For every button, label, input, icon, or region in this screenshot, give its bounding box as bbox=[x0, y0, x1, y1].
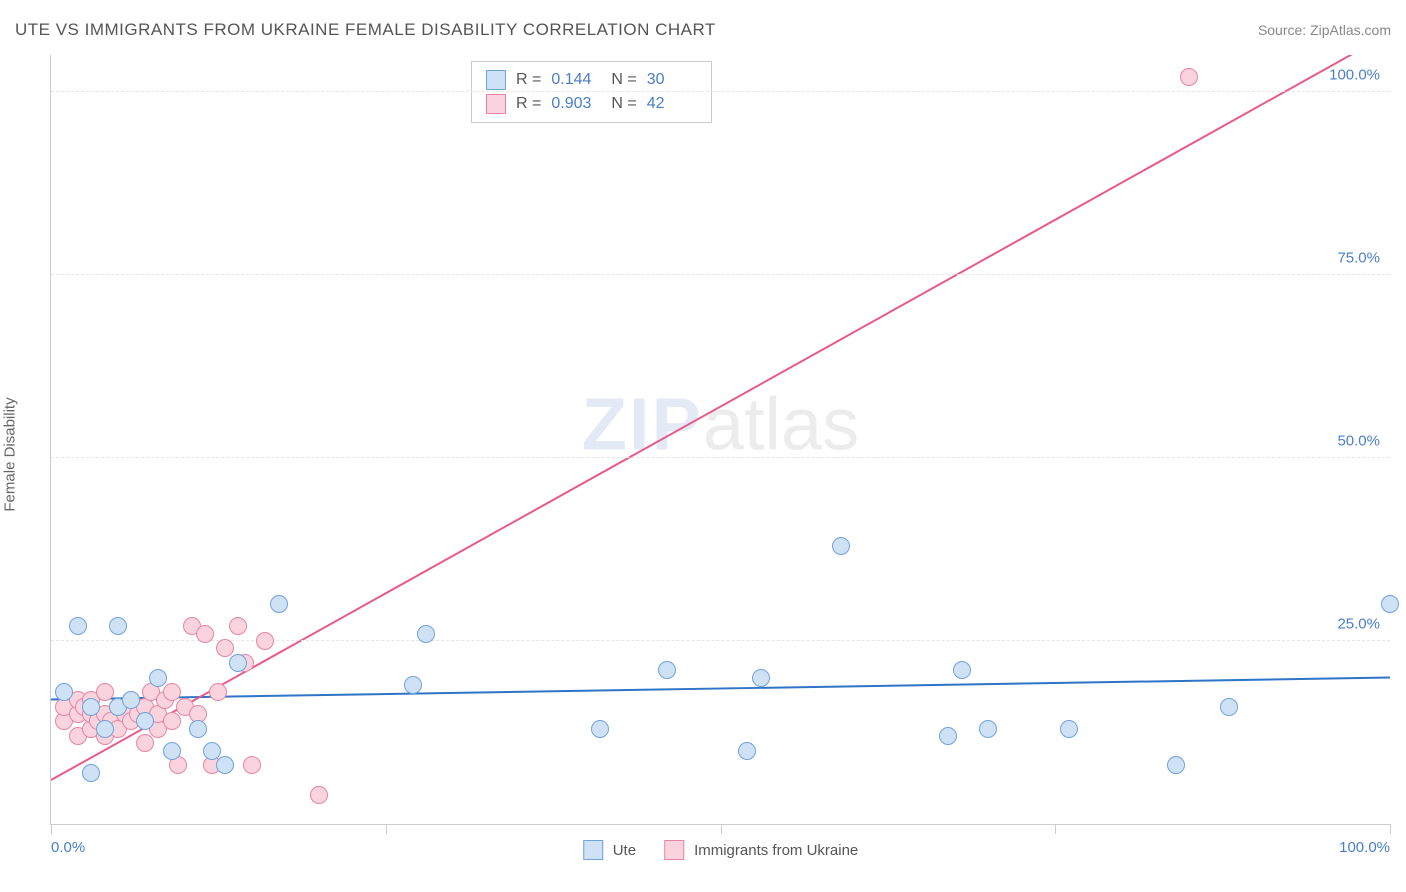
legend-item-ukraine: Immigrants from Ukraine bbox=[664, 840, 858, 860]
data-point bbox=[310, 786, 328, 804]
legend-label-ute: Ute bbox=[613, 842, 636, 859]
x-tick bbox=[51, 824, 52, 834]
n-label: N = bbox=[611, 71, 636, 89]
y-tick-label: 75.0% bbox=[1337, 249, 1380, 266]
y-tick-label: 100.0% bbox=[1329, 66, 1380, 83]
legend-item-ute: Ute bbox=[583, 840, 636, 860]
data-point bbox=[136, 734, 154, 752]
series-legend: Ute Immigrants from Ukraine bbox=[583, 840, 859, 860]
data-point bbox=[55, 683, 73, 701]
data-point bbox=[203, 742, 221, 760]
swatch-ukraine bbox=[486, 94, 506, 114]
data-point bbox=[96, 720, 114, 738]
data-point bbox=[196, 625, 214, 643]
data-point bbox=[149, 669, 167, 687]
regression-line bbox=[51, 55, 1390, 780]
x-tick bbox=[721, 824, 722, 834]
data-point bbox=[189, 720, 207, 738]
y-tick-label: 25.0% bbox=[1337, 615, 1380, 632]
data-point bbox=[658, 661, 676, 679]
r-value-ute: 0.144 bbox=[551, 71, 601, 89]
data-point bbox=[229, 654, 247, 672]
data-point bbox=[1060, 720, 1078, 738]
watermark-atlas: atlas bbox=[703, 383, 859, 466]
x-tick bbox=[386, 824, 387, 834]
data-point bbox=[209, 683, 227, 701]
regression-lines bbox=[51, 55, 1390, 824]
data-point bbox=[229, 617, 247, 635]
data-point bbox=[752, 669, 770, 687]
data-point bbox=[163, 742, 181, 760]
stats-legend: R = 0.144 N = 30 R = 0.903 N = 42 bbox=[471, 61, 712, 123]
swatch-ute bbox=[583, 840, 603, 860]
gridline bbox=[51, 274, 1390, 275]
data-point bbox=[163, 683, 181, 701]
gridline bbox=[51, 91, 1390, 92]
data-point bbox=[832, 537, 850, 555]
y-tick-label: 50.0% bbox=[1337, 432, 1380, 449]
chart-title: UTE VS IMMIGRANTS FROM UKRAINE FEMALE DI… bbox=[15, 20, 716, 40]
data-point bbox=[82, 764, 100, 782]
n-value-ukraine: 42 bbox=[647, 95, 697, 113]
data-point bbox=[1167, 756, 1185, 774]
r-label: R = bbox=[516, 95, 541, 113]
scatter-chart: ZIPatlas R = 0.144 N = 30 R = 0.903 N = … bbox=[50, 55, 1390, 825]
watermark: ZIPatlas bbox=[582, 382, 859, 467]
data-point bbox=[591, 720, 609, 738]
swatch-ute bbox=[486, 70, 506, 90]
gridline bbox=[51, 640, 1390, 641]
data-point bbox=[953, 661, 971, 679]
data-point bbox=[122, 691, 140, 709]
source-label: Source: ZipAtlas.com bbox=[1258, 22, 1391, 38]
data-point bbox=[270, 595, 288, 613]
x-tick-label: 100.0% bbox=[1339, 839, 1390, 856]
data-point bbox=[417, 625, 435, 643]
data-point bbox=[404, 676, 422, 694]
y-axis-label: Female Disability bbox=[2, 397, 19, 511]
stats-row-ukraine: R = 0.903 N = 42 bbox=[486, 92, 697, 116]
x-tick bbox=[1390, 824, 1391, 834]
n-value-ute: 30 bbox=[647, 71, 697, 89]
data-point bbox=[216, 756, 234, 774]
watermark-zip: ZIP bbox=[582, 383, 703, 466]
data-point bbox=[1220, 698, 1238, 716]
x-tick bbox=[1055, 824, 1056, 834]
data-point bbox=[243, 756, 261, 774]
r-value-ukraine: 0.903 bbox=[551, 95, 601, 113]
data-point bbox=[136, 712, 154, 730]
gridline bbox=[51, 457, 1390, 458]
r-label: R = bbox=[516, 71, 541, 89]
n-label: N = bbox=[611, 95, 636, 113]
legend-label-ukraine: Immigrants from Ukraine bbox=[694, 842, 858, 859]
swatch-ukraine bbox=[664, 840, 684, 860]
data-point bbox=[216, 639, 234, 657]
regression-line bbox=[51, 678, 1390, 700]
data-point bbox=[1180, 68, 1198, 86]
data-point bbox=[69, 617, 87, 635]
data-point bbox=[82, 698, 100, 716]
data-point bbox=[1381, 595, 1399, 613]
data-point bbox=[109, 617, 127, 635]
x-tick-label: 0.0% bbox=[51, 839, 85, 856]
data-point bbox=[738, 742, 756, 760]
data-point bbox=[256, 632, 274, 650]
data-point bbox=[979, 720, 997, 738]
data-point bbox=[939, 727, 957, 745]
data-point bbox=[163, 712, 181, 730]
stats-row-ute: R = 0.144 N = 30 bbox=[486, 68, 697, 92]
data-point bbox=[96, 683, 114, 701]
